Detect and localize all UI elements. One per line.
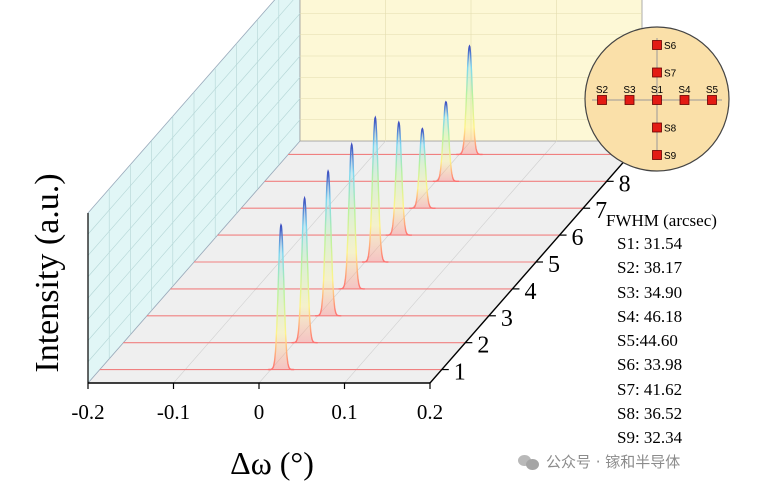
site-marker: [652, 95, 662, 105]
axes-layer: [87, 140, 643, 389]
curve-fill: [409, 128, 436, 209]
depth-tick-label: 4: [524, 279, 536, 305]
depth-tick-label: 5: [548, 252, 560, 278]
fwhm-line: S6: 33.98: [617, 355, 683, 375]
curve-fill: [385, 122, 412, 236]
fwhm-line: S2: 38.17: [617, 258, 683, 278]
site-label: S9: [664, 151, 677, 162]
wechat-icon: [518, 453, 540, 471]
site-marker: [652, 40, 662, 50]
curve-fill: [315, 171, 342, 316]
fwhm-panel: FWHM (arcsec) S1: 31.54 S2: 38.17 S3: 34…: [606, 210, 756, 451]
curve-peak: [315, 169, 342, 317]
x-axis-label: Δω (°): [230, 445, 314, 481]
x-tick-label: -0.2: [71, 400, 104, 424]
site-marker: [679, 95, 690, 105]
site-marker: [652, 67, 662, 78]
site-marker: [652, 150, 662, 160]
site-label: S4: [678, 85, 691, 96]
fwhm-line: S1: 31.54: [617, 234, 683, 253]
curve-fill: [338, 144, 365, 289]
curve-peak: [362, 115, 389, 263]
depth-tick-label: 3: [501, 306, 513, 332]
curve-peak: [385, 120, 412, 236]
curve-peak: [338, 141, 365, 290]
curve-fill: [267, 225, 295, 370]
watermark: 公众号 · 镓和半导体: [518, 451, 680, 472]
site-label: S8: [664, 124, 677, 135]
curve-peak: [456, 44, 483, 156]
curve-layer: [99, 44, 631, 371]
depth-tick-label: 2: [477, 333, 489, 359]
curve-peak: [432, 100, 460, 183]
curve-peak: [267, 222, 295, 371]
curve-fill: [456, 46, 483, 155]
fwhm-line: S5:44.60: [617, 331, 678, 351]
depth-tick-label: 7: [595, 198, 607, 224]
x-tick-label: 0: [254, 400, 265, 424]
watermark-text: 公众号 · 镓和半导体: [546, 453, 681, 471]
curve-fill: [291, 198, 318, 343]
site-label: S7: [664, 69, 677, 80]
depth-tick-label: 1: [454, 360, 466, 386]
depth-tick-label: 8: [619, 171, 631, 197]
fwhm-line: S4: 46.18: [617, 306, 683, 326]
fwhm-title: FWHM (arcsec): [606, 211, 717, 230]
site-marker: [624, 95, 635, 105]
site-label: S3: [623, 85, 636, 96]
x-tick-label: 0.1: [331, 400, 357, 424]
wafer-map: S1 S2 S3 S4 S5 S6 S7 S8 S9: [584, 26, 730, 172]
site-label: S2: [596, 85, 609, 96]
curve-fill: [362, 117, 389, 262]
depth-tick-label: 6: [572, 225, 584, 251]
site-label: S6: [664, 41, 677, 52]
x-tick-labels: -0.2 -0.1 0 0.1 0.2: [71, 400, 443, 424]
y-axis-label: Intensity (a.u.): [29, 173, 66, 372]
site-marker: [597, 95, 607, 105]
plot-walls: [87, 0, 643, 385]
site-marker: [652, 122, 662, 133]
x-tick-label: 0.2: [417, 400, 443, 424]
fwhm-line: S9: 32.34: [617, 428, 683, 448]
site-label: S5: [706, 85, 719, 96]
curve-fill: [432, 101, 460, 182]
x-tick-label: -0.1: [157, 400, 190, 424]
curve-peak: [409, 127, 436, 209]
site-label: S1: [651, 85, 664, 96]
curve-peak: [291, 195, 318, 344]
fwhm-line: S8: 36.52: [617, 404, 683, 424]
site-marker: [707, 95, 717, 105]
fwhm-line: S3: 34.90: [617, 282, 683, 302]
fwhm-line: S7: 41.62: [617, 379, 683, 399]
